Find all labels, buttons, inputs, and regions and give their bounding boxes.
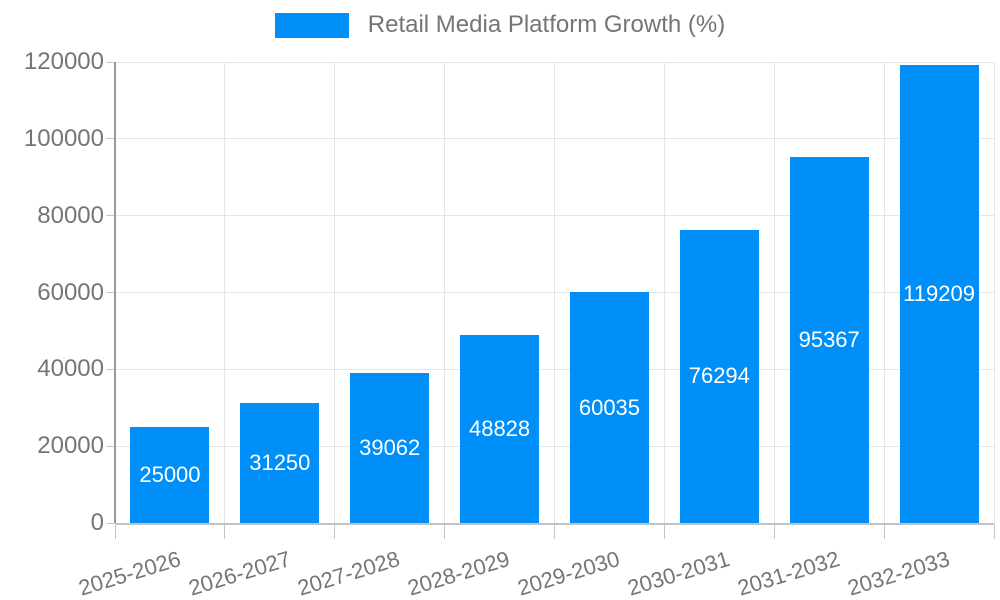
y-axis-tick bbox=[106, 292, 115, 293]
y-axis-tick-label: 0 bbox=[90, 509, 104, 536]
x-axis-tick bbox=[663, 524, 665, 539]
legend: Retail Media Platform Growth (%) bbox=[0, 0, 1000, 50]
y-axis-tick bbox=[106, 368, 115, 370]
bar-value-label: 119209 bbox=[903, 281, 975, 306]
bar-value-label: 39062 bbox=[359, 434, 421, 460]
x-axis-category-label: 2031-2032 bbox=[734, 546, 843, 600]
x-axis-category-label: 2025-2026 bbox=[75, 546, 184, 600]
y-axis-tick-label: 120000 bbox=[23, 48, 104, 75]
gridline-vertical bbox=[444, 62, 446, 523]
y-axis-tick-label: 20000 bbox=[37, 432, 104, 460]
x-axis-line bbox=[115, 523, 994, 525]
x-axis-category-label: 2028-2029 bbox=[404, 546, 513, 600]
x-axis-tick bbox=[114, 524, 116, 539]
x-axis-tick bbox=[334, 524, 336, 539]
legend-label: Retail Media Platform Growth (%) bbox=[367, 11, 726, 38]
y-axis-tick bbox=[106, 522, 115, 524]
x-axis-category-label: 2026-2027 bbox=[185, 546, 294, 600]
bar[interactable]: 60035 bbox=[569, 292, 649, 523]
y-axis-tick-label: 40000 bbox=[37, 355, 104, 383]
bar-value-label: 31250 bbox=[249, 449, 311, 475]
y-axis-tick-label: 80000 bbox=[37, 201, 104, 229]
x-axis-tick bbox=[993, 524, 995, 539]
x-axis-category-label: 2029-2030 bbox=[514, 546, 623, 600]
gridline-vertical bbox=[554, 62, 555, 523]
bar-value-label: 25000 bbox=[139, 461, 201, 487]
bar[interactable]: 119209 bbox=[899, 65, 979, 523]
x-axis-category-label: 2027-2028 bbox=[295, 546, 403, 600]
y-axis-tick bbox=[106, 215, 115, 217]
legend-item[interactable]: Retail Media Platform Growth (%) bbox=[274, 11, 726, 39]
x-axis-tick bbox=[224, 524, 226, 539]
bar-value-label: 76294 bbox=[688, 363, 750, 389]
y-axis-line bbox=[114, 62, 116, 523]
x-axis-tick bbox=[773, 524, 775, 539]
x-axis-tick bbox=[883, 524, 885, 539]
y-axis-tick-label: 60000 bbox=[37, 278, 104, 306]
y-axis-tick bbox=[106, 61, 115, 63]
y-axis-tick bbox=[106, 138, 115, 140]
bar[interactable]: 39062 bbox=[350, 372, 430, 523]
bar[interactable]: 31250 bbox=[240, 402, 320, 523]
bar-value-label: 95367 bbox=[798, 326, 860, 352]
y-axis-tick bbox=[106, 445, 115, 447]
gridline-vertical bbox=[334, 62, 336, 523]
bar[interactable]: 95367 bbox=[789, 156, 869, 523]
x-axis-category-label: 2030-2031 bbox=[624, 546, 733, 600]
gridline-vertical bbox=[224, 62, 226, 523]
x-axis-tick bbox=[554, 524, 555, 539]
bar[interactable]: 76294 bbox=[679, 229, 759, 523]
x-axis-tick bbox=[444, 524, 446, 539]
gridline-vertical bbox=[663, 62, 665, 523]
y-axis-tick-label: 100000 bbox=[23, 124, 104, 152]
gridline-vertical bbox=[993, 62, 995, 523]
bar-value-label: 60035 bbox=[578, 394, 641, 420]
x-axis-category-label: 2032-2033 bbox=[844, 546, 953, 600]
gridline-vertical bbox=[773, 62, 775, 523]
legend-swatch bbox=[274, 12, 349, 38]
bar-value-label: 48828 bbox=[468, 416, 531, 442]
bar[interactable]: 48828 bbox=[460, 335, 540, 523]
bar[interactable]: 25000 bbox=[130, 426, 210, 523]
gridline-vertical bbox=[883, 62, 885, 523]
